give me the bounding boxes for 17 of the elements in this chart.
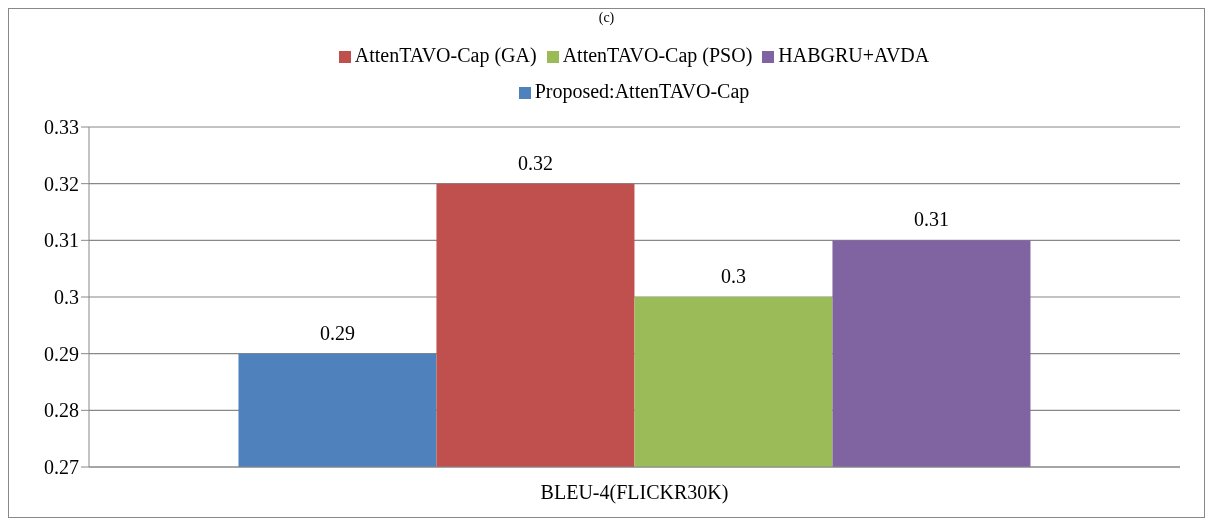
- data-label: 0.32: [517, 151, 553, 174]
- y-tick-label: 0.27: [44, 456, 79, 479]
- y-tick-label: 0.33: [44, 116, 79, 139]
- y-tick-label: 0.28: [44, 399, 79, 422]
- y-tick-label: 0.3: [54, 286, 79, 309]
- chart-title: (c): [597, 9, 616, 27]
- x-tick-label: BLEU-4(FLICKR30K): [540, 481, 729, 505]
- data-label: 0.3: [720, 265, 746, 287]
- legend-label: AttenTAVO-Cap (PSO): [562, 44, 753, 66]
- y-tick-label: 0.32: [44, 172, 79, 195]
- data-label: 0.31: [913, 208, 949, 231]
- y-tick-label: 0.29: [44, 342, 79, 365]
- legend-label: AttenTAVO-Cap (GA): [354, 44, 537, 66]
- y-tick-label: 0.31: [44, 229, 79, 252]
- data-label: 0.29: [319, 321, 355, 344]
- legend-label: Proposed:AttenTAVO-Cap: [534, 80, 750, 102]
- legend-label: HABGRU+AVDA: [778, 44, 930, 66]
